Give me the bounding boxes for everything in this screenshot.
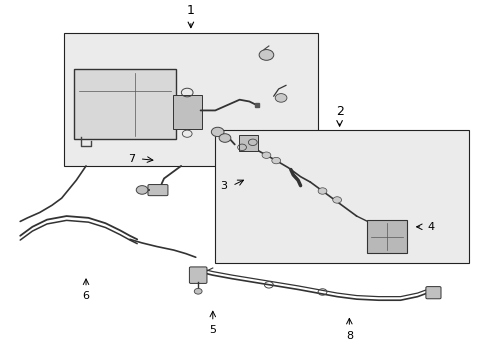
Circle shape [318,188,326,194]
Circle shape [332,197,341,203]
Circle shape [136,186,148,194]
Circle shape [259,50,273,60]
FancyBboxPatch shape [215,130,468,263]
FancyBboxPatch shape [64,33,317,166]
Circle shape [271,157,280,164]
FancyBboxPatch shape [148,185,167,196]
Text: 2: 2 [335,105,343,118]
Text: 6: 6 [82,291,89,301]
Text: 4: 4 [427,222,434,232]
Text: 7: 7 [127,154,135,164]
Text: 8: 8 [345,330,352,341]
Text: 5: 5 [209,325,216,335]
FancyBboxPatch shape [425,287,440,299]
Circle shape [275,94,286,102]
FancyBboxPatch shape [189,267,206,283]
FancyBboxPatch shape [74,69,176,139]
Text: 3: 3 [220,181,227,191]
Text: 1: 1 [186,4,194,17]
FancyBboxPatch shape [238,135,257,150]
Circle shape [211,127,224,136]
Circle shape [194,288,202,294]
FancyBboxPatch shape [366,220,406,253]
Circle shape [219,134,230,142]
FancyBboxPatch shape [172,95,201,129]
Circle shape [262,152,270,158]
